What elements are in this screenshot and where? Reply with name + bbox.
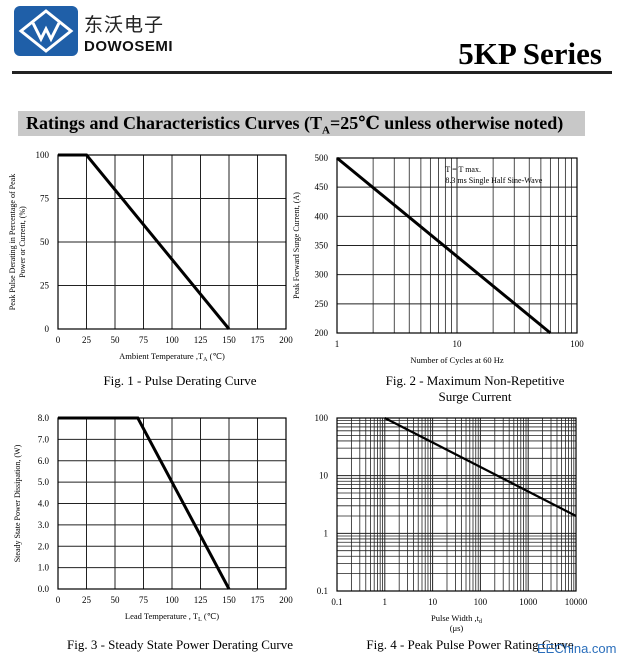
- x-tick-label: 0: [56, 595, 61, 605]
- x-tick-label: 1: [383, 597, 388, 607]
- fig4-caption: Fig. 4 - Peak Pulse Power Rating Curve: [366, 637, 574, 652]
- x-tick-label: 25: [82, 595, 92, 605]
- y-tick-label: 300: [315, 270, 329, 280]
- y-tick-label: 4.0: [38, 499, 50, 509]
- x-tick-label: 10: [453, 339, 463, 349]
- y-tick-label: 450: [315, 182, 329, 192]
- y-tick-label: 6.0: [38, 456, 50, 466]
- fig2-caption-line1: Fig. 2 - Maximum Non-Repetitive: [385, 373, 565, 388]
- x-tick-label: 10: [428, 597, 438, 607]
- y-tick-label: 50: [40, 237, 50, 247]
- x-tick-label: 50: [111, 595, 121, 605]
- y-tick-label: 25: [40, 281, 50, 291]
- x-axis-label: Pulse Width ,td: [431, 613, 482, 625]
- y-axis-label: Power or Current, (%): [18, 206, 27, 278]
- y-tick-label: 250: [315, 299, 329, 309]
- section-title-prefix: Ratings and Characteristics Curves (T: [26, 113, 322, 133]
- x-tick-label: 150: [222, 595, 236, 605]
- y-tick-label: 2.0: [38, 541, 50, 551]
- company-logo: [13, 5, 79, 57]
- x-tick-label: 150: [222, 335, 236, 345]
- y-tick-label: 75: [40, 194, 50, 204]
- y-tick-label: 100: [315, 413, 329, 423]
- y-tick-label: 1: [324, 528, 329, 538]
- x-tick-label: 175: [251, 595, 265, 605]
- y-axis-label: Peak Forward Surge Current, (A): [292, 192, 301, 299]
- x-tick-label: 100: [165, 335, 179, 345]
- brand-name-chinese: 东沃电子: [84, 14, 165, 36]
- fig2-caption: Fig. 2 - Maximum Non-Repetitive Surge Cur…: [360, 373, 590, 405]
- x-tick-label: 1000: [519, 597, 538, 607]
- x-tick-label: 50: [111, 335, 121, 345]
- x-tick-label: 0: [56, 335, 61, 345]
- x-tick-label: 10000: [565, 597, 588, 607]
- section-title-bar: [18, 111, 585, 136]
- x-tick-label: 0.1: [331, 597, 342, 607]
- header-divider: [12, 71, 612, 74]
- y-tick-label: 10: [319, 471, 329, 481]
- y-tick-label: 8.0: [38, 413, 50, 423]
- brand-name-english: DOWOSEMI: [84, 38, 173, 55]
- y-tick-label: 5.0: [38, 477, 50, 487]
- section-title-subscript: A: [321, 124, 330, 137]
- x-axis-label: Lead Temperature , TL (℃): [125, 611, 219, 623]
- fig2-caption-line2: Surge Current: [438, 389, 512, 404]
- y-tick-label: 200: [315, 328, 329, 338]
- y-tick-label: 0: [45, 324, 50, 334]
- y-tick-label: 3.0: [38, 520, 50, 530]
- x-tick-label: 125: [194, 335, 208, 345]
- x-tick-label: 200: [279, 595, 293, 605]
- chart-4: 0.1 1 10 100 1000 10000 0.1 1 10 100 Pulse Width ,…: [315, 413, 588, 633]
- logo-w-mark: [31, 22, 61, 43]
- x-tick-label: 75: [139, 595, 149, 605]
- plot-frame: [336, 417, 577, 592]
- y-axis-label: Peak Pulse Derating in Percentage of Pea…: [8, 174, 17, 310]
- x-tick-label: 25: [82, 335, 92, 345]
- y-tick-label: 0.0: [38, 584, 50, 594]
- y-tick-label: 100: [36, 150, 50, 160]
- y-tick-label: 0.1: [317, 586, 328, 596]
- x-tick-label: 100: [570, 339, 584, 349]
- chart-1: 0 25 50 75 100 125 150 175 200 0 25 50 75 100 Ambient …: [8, 150, 293, 363]
- series-title: 5KP Series: [458, 36, 602, 71]
- x-axis-label: Number of Cycles at 60 Hz: [410, 355, 503, 365]
- x-tick-label: 1: [335, 339, 340, 349]
- fig3-caption: Fig. 3 - Steady State Power Derating Cur…: [66, 637, 293, 652]
- watermark: EEChina.com: [537, 641, 617, 656]
- y-tick-label: 400: [315, 211, 329, 221]
- y-tick-label: 500: [315, 153, 329, 163]
- chart-2: 1 10 100 200 250 300 350 400 450 500 Number of Cyc…: [292, 153, 584, 365]
- x-tick-label: 75: [139, 335, 149, 345]
- series-line: [58, 416, 231, 590]
- chart-annotation: 8.3 ms Single Half Sine-Wave: [445, 176, 542, 185]
- x-axis-label: Ambient Temperature ,TA (℃): [119, 351, 225, 363]
- x-tick-label: 100: [165, 595, 179, 605]
- y-axis-label: Steady State Power Dissipation, (W): [13, 444, 22, 562]
- series-line: [58, 153, 231, 330]
- series-line: [384, 417, 577, 517]
- chart-3: 0 25 50 75 100 125 150 175 200 0.0 1.0 2.0 3.0 4.0 5.0…: [13, 413, 293, 623]
- x-tick-label: 200: [279, 335, 293, 345]
- series-line: [336, 156, 552, 335]
- section-title-suffix: =25℃ unless otherwise noted): [329, 113, 564, 133]
- chart-annotation: T = T max.: [445, 165, 481, 174]
- x-tick-label: 175: [251, 335, 265, 345]
- x-axis-unit: (μs): [450, 623, 464, 633]
- x-tick-label: 125: [194, 595, 208, 605]
- plot-frame: [57, 417, 287, 590]
- plot-frame: [336, 157, 578, 334]
- y-tick-label: 350: [315, 241, 329, 251]
- plot-frame: [57, 154, 287, 330]
- logo-diamond: [18, 9, 74, 53]
- section-title: Ratings and Characteristics Curves (TA=2…: [26, 111, 564, 137]
- y-tick-label: 1.0: [38, 563, 50, 573]
- x-tick-label: 100: [474, 597, 488, 607]
- fig1-caption: Fig. 1 - Pulse Derating Curve: [103, 373, 257, 388]
- y-tick-label: 7.0: [38, 434, 50, 444]
